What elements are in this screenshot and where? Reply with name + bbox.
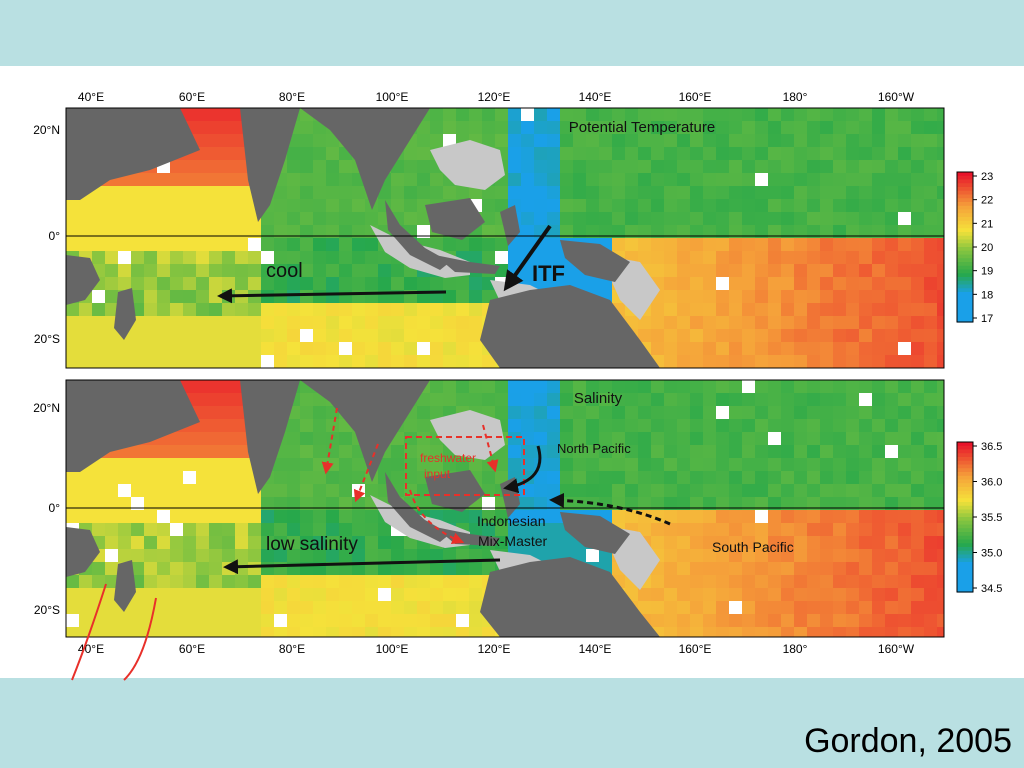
lon-tick-label: 160°W [878, 642, 915, 656]
colorbar-label: 35.0 [981, 548, 1002, 560]
colorbar-label: 21 [981, 218, 993, 230]
lon-tick-label: 100°E [376, 90, 409, 104]
lat-tick-label: 20°N [33, 401, 60, 415]
colorbar-label: 23 [981, 171, 993, 183]
lon-tick-label: 80°E [279, 642, 305, 656]
itf-arrow [503, 224, 552, 292]
colorbar-label: 34.5 [981, 583, 1002, 595]
red-curves [71, 583, 157, 681]
latitude-labels-temperature: 20°N 0° 20°S [33, 123, 60, 346]
temperature-panel: Potential Temperature cool ITF 23 22 21 20 1… [65, 107, 993, 369]
salinity-grid [66, 380, 944, 637]
lon-tick-label: 40°E [78, 90, 104, 104]
lon-tick-label: 120°E [478, 642, 511, 656]
temperature-land [66, 108, 660, 368]
longitude-labels-bottom: 40°E 60°E 80°E 100°E 120°E 140°E 160°E 180° 160°… [78, 642, 915, 656]
salinity-title: Salinity [574, 390, 623, 407]
south-pacific-arrow [549, 492, 671, 526]
bottom-band [0, 678, 1024, 768]
longitude-labels-top: 40°E 60°E 80°E 100°E 120°E 140°E 160°E 180° 160°… [78, 90, 915, 104]
lon-tick-label: 160°E [679, 642, 712, 656]
lon-tick-label: 160°E [679, 90, 712, 104]
lat-tick-label: 20°N [33, 123, 60, 137]
salinity-panel: Salinity freshwater input North Pacific … [65, 379, 1002, 681]
lat-tick-label: 20°S [34, 332, 60, 346]
lon-tick-label: 140°E [579, 642, 612, 656]
citation: Gordon, 2005 [804, 722, 1012, 760]
lon-tick-label: 180° [783, 90, 808, 104]
salinity-land [66, 380, 660, 637]
lon-tick-label: 60°E [179, 642, 205, 656]
low-salinity-arrow [223, 558, 501, 575]
colorbar-label: 36.5 [981, 441, 1002, 453]
colorbar-label: 17 [981, 313, 993, 325]
freshwater-arrows [321, 407, 499, 544]
freshwater-label-line2: input [424, 467, 451, 481]
lon-tick-label: 140°E [579, 90, 612, 104]
lon-tick-label: 160°W [878, 90, 915, 104]
freshwater-label-line1: freshwater [420, 451, 476, 465]
latitude-labels-salinity: 20°N 0° 20°S [33, 401, 60, 617]
colorbar-label: 22 [981, 195, 993, 207]
north-pacific-arrow [503, 445, 542, 494]
lon-tick-label: 60°E [179, 90, 205, 104]
north-pacific-label: North Pacific [557, 441, 631, 456]
colorbar-label: 35.5 [981, 512, 1002, 524]
colorbar-label: 18 [981, 289, 993, 301]
cool-label: cool [266, 260, 303, 282]
freshwater-box [405, 436, 525, 496]
low-salinity-label: low salinity [266, 534, 358, 555]
lon-tick-label: 180° [783, 642, 808, 656]
salinity-colorbar: 36.5 36.0 35.5 35.0 34.5 [956, 441, 1002, 595]
top-band [0, 0, 1024, 66]
south-pacific-label: South Pacific [712, 539, 794, 555]
lat-tick-label: 20°S [34, 603, 60, 617]
colorbar-label: 19 [981, 266, 993, 278]
colorbar-label: 36.0 [981, 477, 1002, 489]
lat-tick-label: 0° [49, 229, 61, 243]
mixmaster-label-line1: Indonesian [477, 513, 546, 529]
cool-arrow [217, 288, 447, 304]
lat-tick-label: 0° [49, 501, 61, 515]
temperature-title: Potential Temperature [569, 119, 715, 136]
lon-tick-label: 120°E [478, 90, 511, 104]
colorbar-label: 20 [981, 242, 993, 254]
lon-tick-label: 100°E [376, 642, 409, 656]
mixmaster-label-line2: Mix-Master [478, 533, 548, 549]
temperature-colorbar: 23 22 21 20 19 18 17 [956, 171, 993, 325]
lon-tick-label: 80°E [279, 90, 305, 104]
itf-label: ITF [532, 261, 565, 286]
